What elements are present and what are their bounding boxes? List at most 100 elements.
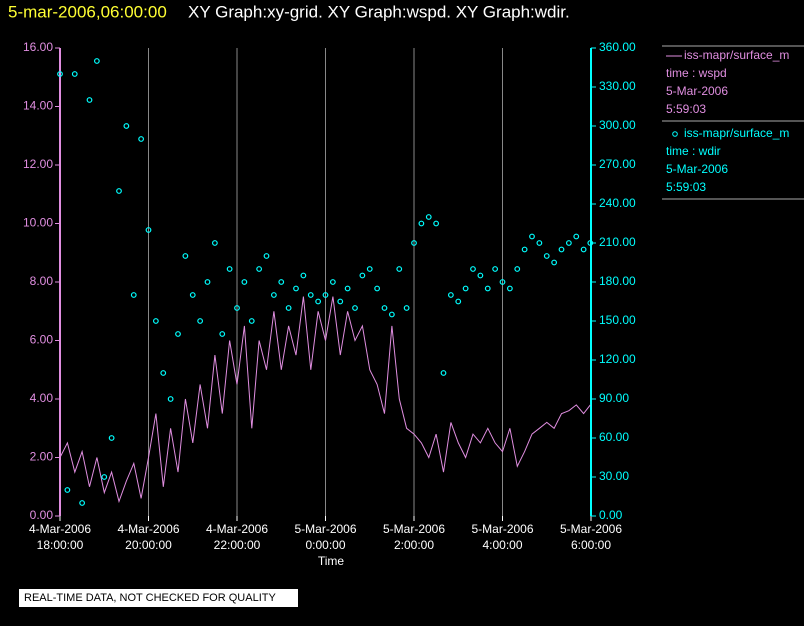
wdir-point	[64, 487, 71, 493]
y-tick-label: 0.00	[30, 508, 54, 522]
wdir-point	[248, 318, 255, 324]
wdir-point	[101, 474, 108, 480]
wdir-point	[241, 279, 248, 285]
x-tick-label: 2:00:00	[394, 538, 434, 552]
wdir-point	[344, 285, 351, 292]
wdir-point	[499, 279, 506, 285]
wdir-point	[477, 272, 484, 279]
x-tick-label: 4-Mar-2006	[117, 522, 179, 536]
wdir-point	[145, 227, 152, 233]
wdir-point	[366, 266, 373, 272]
y2-tick-label: 30.00	[599, 469, 629, 483]
wdir-point	[381, 305, 388, 311]
wdir-point	[433, 220, 440, 227]
wdir-point	[300, 272, 307, 279]
wdir-point	[93, 58, 100, 64]
wdir-point	[543, 253, 550, 259]
legend-swatch	[672, 131, 678, 137]
wdir-point	[484, 285, 491, 292]
wdir-point	[71, 71, 78, 77]
y2-tick-label: 210.00	[599, 235, 636, 249]
wdir-point	[234, 305, 240, 311]
wdir-point	[514, 266, 521, 272]
wdir-point	[108, 435, 115, 441]
wdir-point	[558, 246, 565, 253]
legend-text: 5-Mar-2006	[666, 84, 728, 98]
wdir-point	[130, 292, 137, 298]
wdir-point	[447, 292, 454, 298]
wdir-point	[278, 279, 285, 285]
y2-tick-label: 60.00	[599, 430, 629, 444]
wdir-point	[285, 305, 292, 311]
wdir-point	[256, 266, 263, 272]
wdir-point	[322, 292, 329, 298]
wdir-point	[565, 240, 572, 246]
wdir-point	[263, 253, 270, 259]
x-tick-label: 5-Mar-2006	[383, 522, 445, 536]
wdir-point	[329, 279, 336, 285]
y2-tick-label: 330.00	[599, 79, 636, 93]
y2-tick-label: 360.00	[599, 40, 636, 54]
wdir-point	[293, 285, 299, 292]
x-tick-label: 4-Mar-2006	[206, 522, 268, 536]
x-tick-label: 20:00:00	[125, 538, 172, 552]
wdir-point	[359, 272, 366, 279]
wdir-point	[580, 246, 587, 253]
x-tick-label: 22:00:00	[214, 538, 261, 552]
x-tick-label: 4-Mar-2006	[29, 522, 91, 536]
wdir-point	[536, 240, 543, 246]
wdir-point	[270, 292, 277, 298]
x-tick-label: 0:00:00	[305, 538, 345, 552]
wdir-point	[440, 370, 447, 376]
wdir-point	[521, 246, 528, 253]
wdir-point	[152, 318, 159, 324]
wdir-point	[86, 97, 93, 103]
wdir-point	[455, 298, 462, 305]
wdir-point	[79, 500, 86, 506]
legend-text: 5-Mar-2006	[666, 162, 728, 176]
wdir-point	[116, 188, 122, 194]
x-tick-label: 5-Mar-2006	[560, 522, 622, 536]
y2-tick-label: 270.00	[599, 157, 636, 171]
x-tick-label: 5-Mar-2006	[471, 522, 533, 536]
y2-tick-label: 180.00	[599, 274, 636, 288]
y2-tick-label: 120.00	[599, 352, 636, 366]
footer-text: REAL-TIME DATA, NOT CHECKED FOR QUALITY	[24, 592, 276, 604]
wdir-point	[573, 233, 580, 240]
wdir-point	[123, 123, 130, 129]
wdir-point	[337, 298, 344, 305]
wdir-point	[396, 266, 403, 272]
legend-label: iss-mapr/surface_m	[684, 48, 789, 62]
wdir-point	[204, 279, 211, 285]
wdir-point	[315, 298, 322, 305]
wspd-line	[59, 296, 591, 504]
wdir-point	[307, 292, 314, 298]
x-axis-label: Time	[318, 554, 345, 568]
wdir-point	[175, 331, 181, 337]
wdir-point	[219, 331, 226, 337]
wdir-point	[425, 214, 432, 220]
wdir-point	[529, 233, 535, 240]
wdir-point	[182, 253, 189, 259]
wdir-point	[160, 370, 167, 376]
y-tick-label: 6.00	[30, 333, 54, 347]
wdir-point	[462, 285, 469, 292]
wdir-point	[470, 266, 476, 272]
y-tick-label: 8.00	[30, 274, 54, 288]
legend-text: time : wspd	[666, 66, 727, 80]
y2-tick-label: 90.00	[599, 391, 629, 405]
wdir-point	[418, 220, 425, 227]
y-tick-label: 12.00	[23, 157, 53, 171]
wdir-point	[374, 285, 381, 292]
y-tick-label: 10.00	[23, 216, 53, 230]
wdir-point	[167, 396, 174, 402]
wdir-point	[226, 266, 233, 272]
y-tick-label: 2.00	[30, 450, 54, 464]
wdir-point	[506, 285, 513, 292]
x-tick-label: 5-Mar-2006	[294, 522, 356, 536]
chart-title: XY Graph:xy-grid. XY Graph:wspd. XY Grap…	[188, 2, 570, 21]
